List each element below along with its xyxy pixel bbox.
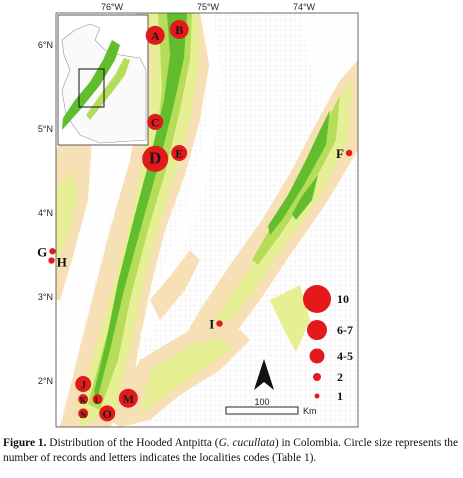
- locality-marker-a: [145, 25, 165, 45]
- locality-code-label: L: [95, 396, 101, 406]
- locality-code-label: D: [149, 148, 161, 167]
- caption-text-1: Distribution of the Hooded Antpitta (: [46, 437, 219, 449]
- locality-marker-d: [142, 145, 169, 172]
- caption-text-2: ) in Colombia. Circle size represents th…: [3, 437, 459, 464]
- eastern-cordillera: [180, 60, 358, 360]
- longitude-ticks: 76°W 75°W 74°W: [101, 2, 316, 12]
- locality-marker-i: [216, 320, 223, 327]
- lat-tick: 6°N: [38, 40, 53, 50]
- legend-circle: [314, 393, 320, 399]
- locality-code-label: I: [209, 317, 214, 332]
- locality-marker-l: [92, 394, 103, 405]
- locality-code-label: F: [336, 146, 344, 161]
- locality-code-label: M: [123, 392, 134, 406]
- north-arrow-icon: [254, 359, 274, 390]
- distribution-map: 76°W 75°W 74°W 6°N 5°N 4°N 3°N 2°N A B C D E…: [37, 2, 359, 428]
- central-cordillera: [60, 13, 210, 427]
- legend-label: 4-5: [337, 349, 353, 363]
- lat-tick: 2°N: [38, 376, 53, 386]
- caption-species-name: G. cucullata: [218, 437, 275, 449]
- locality-code-label: A: [151, 29, 160, 43]
- legend-label: 2: [337, 370, 343, 384]
- locality-code-label: G: [37, 244, 47, 259]
- locality-code-label: J: [80, 378, 86, 392]
- lat-tick: 3°N: [38, 292, 53, 302]
- figure-caption: Figure 1. Distribution of the Hooded Ant…: [3, 436, 460, 465]
- figure-label: Figure 1.: [3, 437, 47, 449]
- record-count-legend: 10 6-7 4-5 2 1: [303, 285, 353, 403]
- legend-label: 6-7: [337, 323, 353, 337]
- lon-tick: 75°W: [197, 2, 220, 12]
- map-body: [56, 13, 358, 427]
- lon-tick: 74°W: [293, 2, 316, 12]
- locality-marker-j: [75, 376, 92, 392]
- legend-circle: [309, 348, 325, 364]
- locality-code-label: C: [151, 115, 160, 129]
- legend-label: 1: [337, 389, 343, 403]
- locality-code-label: O: [103, 407, 112, 421]
- scale-bar: 100 Km: [225, 397, 317, 416]
- locality-marker-b: [169, 20, 189, 40]
- locality-marker-f: [345, 149, 353, 157]
- scale-bar-value: 100: [254, 397, 269, 407]
- locality-code-label: E: [175, 147, 183, 161]
- scale-bar-unit: Km: [303, 406, 317, 416]
- western-cordillera: [56, 125, 92, 300]
- locality-markers: A B C D E F GH I JK L M N O: [37, 20, 353, 422]
- legend-circle: [303, 285, 331, 313]
- inset-study-area-box: [78, 68, 105, 108]
- legend-label: 10: [337, 292, 349, 306]
- locality-marker-m: [118, 388, 138, 408]
- legend-circle: [313, 373, 321, 381]
- locality-marker-c: [147, 113, 164, 130]
- locality-code-label: N: [80, 410, 87, 420]
- locality-marker-e: [171, 145, 188, 161]
- locality-marker-k: [78, 394, 89, 405]
- locality-marker-n: [78, 408, 89, 419]
- locality-code-label: K: [80, 396, 87, 406]
- map-frame: [55, 12, 359, 428]
- lat-tick: 5°N: [38, 124, 53, 134]
- inset-locator-map: [57, 14, 149, 146]
- legend-circle: [307, 320, 327, 340]
- locality-marker-o: [99, 405, 116, 422]
- locality-marker-g: [49, 248, 56, 255]
- lat-tick: 4°N: [38, 208, 53, 218]
- locality-code-label: B: [175, 23, 183, 37]
- locality-code-label: H: [57, 255, 67, 270]
- latitude-ticks: 6°N 5°N 4°N 3°N 2°N: [38, 40, 53, 386]
- lon-tick: 76°W: [101, 2, 124, 12]
- locality-marker-h: [48, 257, 55, 264]
